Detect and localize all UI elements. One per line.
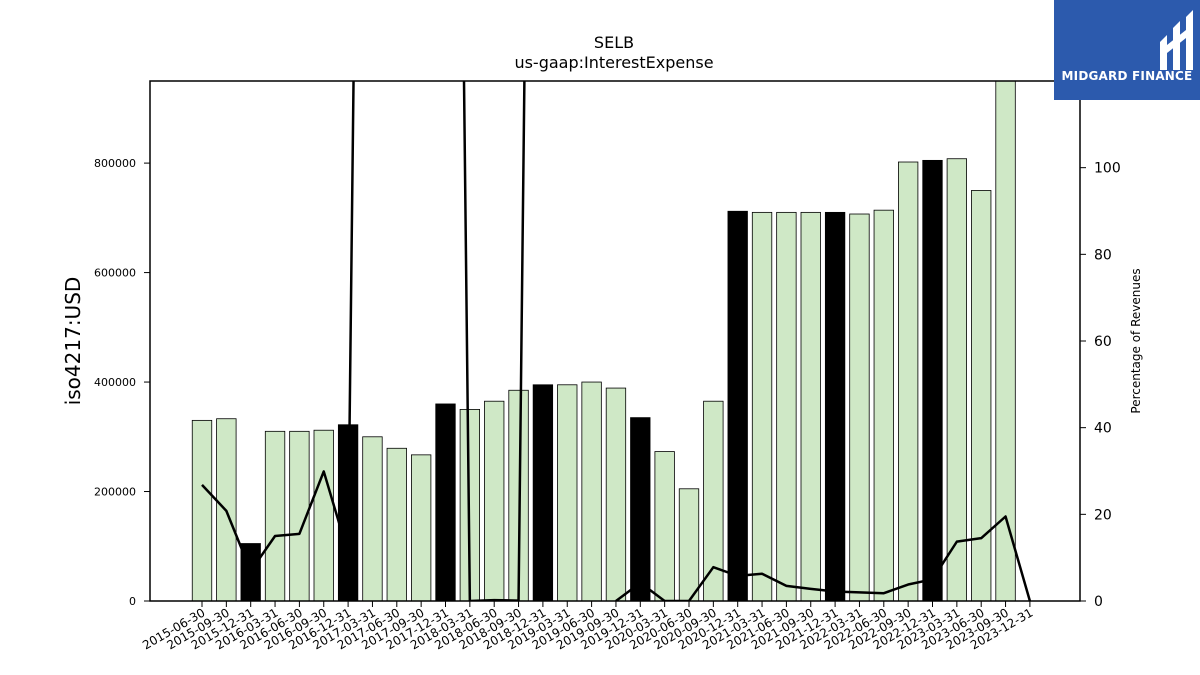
bar-2022-06-30 [873, 209, 894, 601]
bar-2021-12-31 [824, 211, 846, 601]
bar-2016-03-31 [264, 430, 286, 601]
bar-2019-06-30 [581, 381, 602, 601]
y2-axis-label: Percentage of Revenues [1129, 268, 1143, 413]
revenue-percentage-line-segment [615, 515, 1032, 601]
y-axis-label: iso4217:USD [61, 277, 85, 406]
bar-2022-12-31 [922, 159, 943, 601]
bar-2020-06-30 [678, 488, 700, 601]
bar-2022-09-30 [898, 161, 919, 601]
chart-subtitle: us-gaap:InterestExpense [514, 53, 713, 72]
chart-title: SELB [594, 33, 634, 52]
bar-2019-12-31 [630, 417, 651, 601]
bar-2023-09-30 [995, 81, 1016, 601]
y2-tick-label: 0 [1094, 594, 1103, 610]
bar-2022-03-31 [849, 213, 870, 601]
bar-2021-03-31 [751, 211, 773, 601]
bar-2016-06-30 [289, 430, 310, 601]
y-tick-label: 600000 [94, 267, 136, 280]
bar-2017-03-31 [362, 436, 383, 601]
y-tick-label: 800000 [94, 157, 136, 170]
bar-2017-06-30 [386, 447, 407, 601]
y-tick-label: 200000 [94, 486, 136, 499]
revenue-percentage-line-segment [201, 81, 355, 573]
bar-2019-09-30 [605, 387, 627, 601]
midgard-finance-logo: MIDGARD FINANCE [1054, 0, 1200, 100]
y2-tick-label: 100 [1094, 161, 1121, 177]
bar-2020-03-31 [654, 451, 675, 601]
bar-2023-06-30 [971, 190, 992, 601]
y2-tick-label: 80 [1094, 247, 1112, 263]
bar-2017-12-31 [435, 403, 456, 601]
bar-2018-06-30 [484, 400, 505, 601]
y2-tick-label: 60 [1094, 334, 1112, 350]
bar-2019-03-31 [557, 384, 578, 601]
bar-2015-06-30 [191, 419, 213, 601]
bar-2016-09-30 [313, 429, 334, 601]
bar-2020-09-30 [703, 400, 724, 601]
logo-text: MIDGARD FINANCE [1061, 69, 1193, 83]
y-tick-label: 0 [129, 595, 136, 608]
y2-tick-label: 40 [1094, 421, 1112, 437]
bar-2018-12-31 [532, 384, 554, 601]
bar-2020-12-31 [727, 210, 748, 601]
y2-tick-label: 20 [1094, 507, 1112, 523]
y-tick-label: 400000 [94, 376, 136, 389]
bar-2017-09-30 [410, 454, 432, 601]
revenue-percentage-line-segment [462, 81, 526, 601]
logo-mark-icon [1160, 10, 1193, 70]
bar-2023-03-31 [946, 158, 967, 601]
bar-2021-09-30 [800, 211, 821, 601]
bar-2021-06-30 [776, 211, 797, 601]
